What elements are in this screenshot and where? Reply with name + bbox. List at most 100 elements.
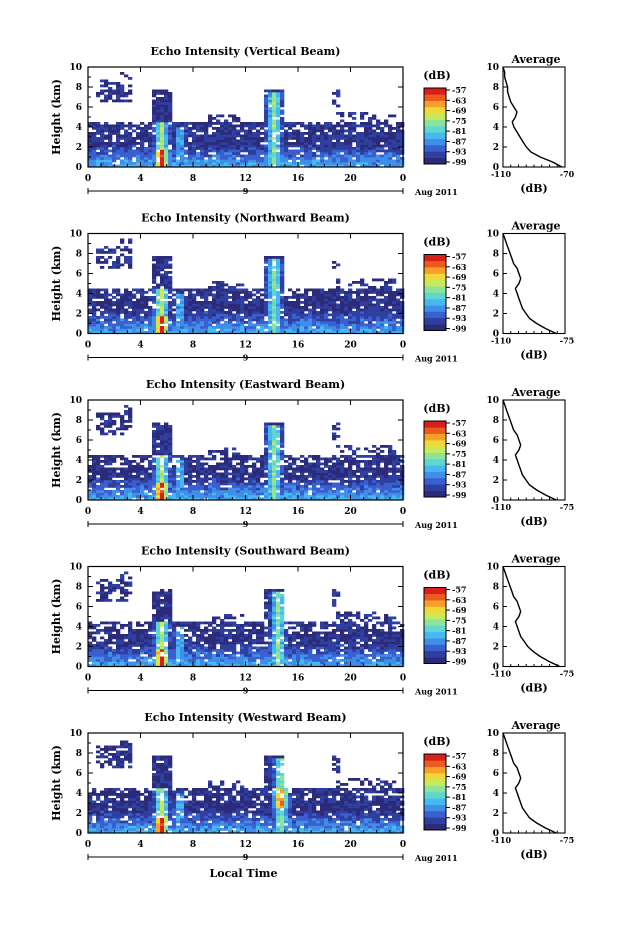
heatmap-cell xyxy=(228,124,233,128)
heatmap-cell xyxy=(372,154,377,158)
heatmap-cell xyxy=(352,301,357,304)
heatmap-cell xyxy=(300,321,305,324)
heatmap-cell xyxy=(232,154,237,158)
heatmap-cell xyxy=(216,301,221,304)
heatmap-cell xyxy=(164,164,169,168)
heatmap-cell xyxy=(204,154,209,158)
heatmap-cell xyxy=(208,450,213,453)
heatmap-cell xyxy=(108,256,113,259)
heatmap-cell xyxy=(264,460,269,463)
heatmap-cell xyxy=(396,132,401,135)
heatmap-cell xyxy=(132,124,137,128)
y-tick-label: 6 xyxy=(76,103,82,113)
heatmap-cell xyxy=(104,659,109,662)
panel-title: Echo Intensity (Eastward Beam) xyxy=(146,378,345,391)
heatmap-cell xyxy=(152,331,157,334)
heatmap-cell xyxy=(88,323,93,327)
heatmap-cell xyxy=(284,323,289,327)
heatmap-cell xyxy=(148,467,153,471)
heatmap-cell xyxy=(128,258,133,262)
heatmap-cell xyxy=(332,293,337,297)
heatmap-cell xyxy=(160,144,165,148)
heatmap-cell xyxy=(356,318,361,322)
heatmap-cell xyxy=(212,122,217,125)
heatmap-cell xyxy=(276,497,281,501)
heatmap-cell xyxy=(156,89,161,93)
heatmap-cell xyxy=(308,321,313,324)
heatmap-cell xyxy=(132,641,137,645)
heatmap-cell xyxy=(144,497,149,501)
heatmap-cell xyxy=(316,137,321,140)
heatmap-cell xyxy=(292,308,297,312)
heatmap-cell xyxy=(120,417,125,421)
heatmap-cell xyxy=(336,445,341,448)
heatmap-cell xyxy=(220,462,225,466)
heatmap-cell xyxy=(280,296,285,299)
heatmap-cell xyxy=(124,256,129,259)
heatmap-cell xyxy=(128,412,133,416)
heatmap-cell xyxy=(252,457,257,461)
heatmap-cell xyxy=(120,639,125,642)
heatmap-cell xyxy=(224,316,229,319)
heatmap-cell xyxy=(240,326,245,329)
heatmap-cell xyxy=(292,159,297,163)
heatmap-cell xyxy=(228,492,233,496)
heatmap-cell xyxy=(104,425,109,428)
heatmap-cell xyxy=(124,656,129,660)
heatmap-cell xyxy=(328,457,333,461)
heatmap-cell xyxy=(228,331,233,334)
heatmap-cell xyxy=(244,291,249,294)
heatmap-cell xyxy=(120,241,125,244)
heatmap-cell xyxy=(272,462,277,466)
heatmap-cell xyxy=(192,467,197,471)
heatmap-cell xyxy=(276,331,281,334)
heatmap-cell xyxy=(256,490,261,493)
heatmap-cell xyxy=(312,318,317,322)
heatmap-cell xyxy=(176,482,181,486)
heatmap-cell xyxy=(332,152,337,155)
heatmap-cell xyxy=(216,485,221,488)
heatmap-cell xyxy=(276,321,281,324)
heatmap-cell xyxy=(264,162,269,165)
heatmap-cell xyxy=(128,164,133,168)
heatmap-cell xyxy=(88,465,93,468)
heatmap-cell xyxy=(168,149,173,153)
heatmap-cell xyxy=(140,470,145,473)
heatmap-cell xyxy=(192,296,197,299)
heatmap-cell xyxy=(348,303,353,307)
heatmap-cell xyxy=(264,447,269,451)
heatmap-cell xyxy=(212,477,217,481)
heatmap-cell xyxy=(136,487,141,491)
heatmap-cell xyxy=(100,293,105,297)
heatmap-cell xyxy=(336,149,341,153)
heatmap-cell xyxy=(104,306,109,309)
heatmap-cell xyxy=(152,258,157,262)
heatmap-cell xyxy=(144,492,149,496)
heatmap-cell xyxy=(152,129,157,133)
heatmap-cell xyxy=(336,104,341,108)
heatmap-cell xyxy=(132,467,137,471)
heatmap-cell xyxy=(100,92,105,95)
heatmap-cell xyxy=(88,134,93,138)
heatmap-cell xyxy=(212,485,217,488)
heatmap-cell xyxy=(316,313,321,317)
heatmap-cell xyxy=(240,323,245,327)
heatmap-cell xyxy=(396,326,401,329)
heatmap-cell xyxy=(220,159,225,163)
heatmap-cell xyxy=(360,321,365,324)
heatmap-cell xyxy=(200,164,205,168)
heatmap-cell xyxy=(272,460,277,463)
heatmap-cell xyxy=(328,492,333,496)
heatmap-cell xyxy=(96,472,101,476)
heatmap-cell xyxy=(372,288,377,292)
heatmap-cell xyxy=(224,482,229,486)
heatmap-cell xyxy=(280,273,285,277)
heatmap-cell xyxy=(160,137,165,140)
heatmap-cell xyxy=(336,291,341,294)
heatmap-cell xyxy=(200,291,205,294)
heatmap-cell xyxy=(140,132,145,135)
heatmap-cell xyxy=(272,432,277,436)
heatmap-cell xyxy=(272,477,277,481)
profile-frame xyxy=(502,232,566,335)
heatmap-cell xyxy=(124,480,129,483)
